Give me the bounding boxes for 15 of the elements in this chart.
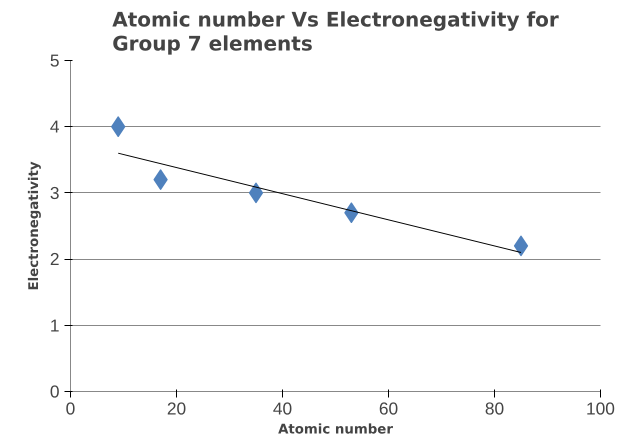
x-axis-title: Atomic number — [278, 422, 394, 438]
x-tick-label: 20 — [166, 398, 186, 418]
y-tick-label: 0 — [50, 382, 60, 402]
x-tick-label: 100 — [586, 398, 615, 418]
y-tick-label: 1 — [50, 315, 60, 336]
y-tick-label: 4 — [50, 116, 60, 137]
y-axis-title: Electronegativity — [26, 161, 42, 291]
chart-title: Atomic number Vs Electronegativity for Group 7 elements — [112, 8, 559, 56]
x-tick-label: 80 — [484, 398, 504, 418]
x-tick-label: 60 — [378, 398, 398, 418]
y-tick-label: 2 — [50, 249, 60, 270]
y-tick-label: 3 — [50, 182, 60, 203]
x-tick-label: 40 — [272, 398, 292, 418]
y-tick-label: 5 — [50, 50, 60, 70]
x-tick-label: 0 — [66, 398, 76, 418]
